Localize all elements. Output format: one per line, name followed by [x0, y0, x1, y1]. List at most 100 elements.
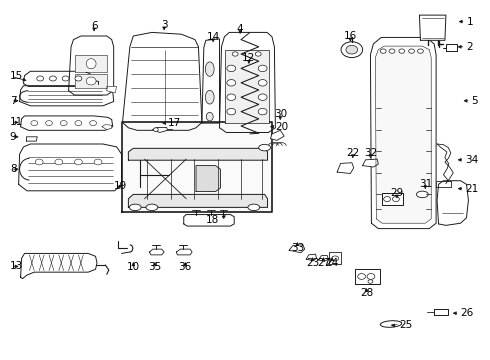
Polygon shape: [202, 39, 220, 123]
Text: 19: 19: [114, 181, 127, 192]
Text: 13: 13: [10, 261, 23, 271]
Circle shape: [346, 45, 358, 54]
Polygon shape: [20, 86, 114, 106]
Circle shape: [62, 76, 69, 81]
Text: 34: 34: [466, 155, 479, 165]
Text: 7: 7: [10, 96, 17, 106]
Ellipse shape: [205, 90, 214, 104]
Text: 24: 24: [325, 258, 339, 268]
Text: 31: 31: [418, 179, 432, 189]
Ellipse shape: [129, 204, 141, 211]
Circle shape: [90, 121, 97, 126]
Circle shape: [60, 121, 67, 126]
Polygon shape: [176, 249, 192, 255]
Polygon shape: [382, 193, 403, 205]
Text: 8: 8: [10, 164, 17, 174]
Circle shape: [75, 76, 82, 81]
Circle shape: [255, 52, 261, 56]
Ellipse shape: [380, 321, 402, 327]
Text: 22: 22: [346, 148, 360, 158]
Circle shape: [367, 274, 375, 279]
Polygon shape: [26, 137, 37, 141]
Text: 6: 6: [91, 21, 98, 31]
Polygon shape: [153, 127, 168, 132]
Text: 1: 1: [466, 17, 473, 27]
Polygon shape: [102, 125, 112, 130]
Text: 9: 9: [10, 132, 17, 142]
Circle shape: [332, 256, 339, 261]
Text: 16: 16: [343, 31, 357, 41]
Ellipse shape: [416, 191, 428, 198]
Polygon shape: [434, 309, 448, 315]
Text: 26: 26: [461, 308, 474, 318]
Circle shape: [384, 197, 391, 202]
Text: 29: 29: [390, 188, 404, 198]
Text: 28: 28: [360, 288, 373, 298]
Text: 32: 32: [364, 148, 377, 158]
Circle shape: [153, 128, 158, 131]
Text: 2: 2: [466, 42, 473, 52]
Text: 18: 18: [206, 215, 220, 225]
Circle shape: [409, 49, 415, 53]
Circle shape: [46, 121, 52, 126]
Polygon shape: [446, 44, 457, 51]
Circle shape: [31, 121, 38, 126]
Circle shape: [37, 76, 44, 81]
Circle shape: [232, 52, 238, 56]
Ellipse shape: [259, 144, 270, 151]
Polygon shape: [75, 55, 107, 72]
Polygon shape: [21, 116, 113, 130]
Polygon shape: [220, 32, 275, 132]
Circle shape: [258, 94, 267, 100]
Ellipse shape: [86, 77, 96, 85]
Text: 3: 3: [161, 20, 168, 30]
Text: 10: 10: [127, 262, 140, 272]
Polygon shape: [355, 269, 380, 284]
Polygon shape: [370, 37, 436, 229]
Circle shape: [74, 159, 82, 165]
Polygon shape: [375, 46, 431, 223]
Polygon shape: [149, 249, 164, 255]
Circle shape: [358, 274, 366, 279]
Polygon shape: [75, 74, 107, 88]
Circle shape: [94, 159, 102, 165]
Ellipse shape: [205, 62, 214, 76]
Circle shape: [258, 80, 267, 86]
Text: 11: 11: [10, 117, 23, 127]
Circle shape: [380, 49, 386, 53]
Polygon shape: [128, 148, 268, 160]
Circle shape: [227, 65, 236, 72]
Text: 23: 23: [306, 258, 319, 268]
Circle shape: [227, 80, 236, 86]
Polygon shape: [437, 181, 468, 225]
Text: 27: 27: [317, 258, 330, 268]
Polygon shape: [196, 166, 220, 192]
Circle shape: [227, 108, 236, 115]
Polygon shape: [184, 215, 234, 226]
Text: 33: 33: [291, 243, 304, 253]
Circle shape: [399, 49, 405, 53]
Text: 15: 15: [10, 71, 23, 81]
Text: 17: 17: [168, 118, 181, 128]
Polygon shape: [270, 130, 284, 140]
Circle shape: [417, 49, 423, 53]
Circle shape: [392, 197, 399, 202]
Text: 12: 12: [242, 53, 256, 63]
Circle shape: [75, 121, 82, 126]
Circle shape: [389, 49, 395, 53]
Polygon shape: [122, 122, 272, 212]
Polygon shape: [24, 71, 92, 86]
Text: 36: 36: [178, 262, 192, 272]
Polygon shape: [419, 15, 446, 40]
Polygon shape: [69, 36, 114, 95]
Polygon shape: [128, 194, 268, 207]
Polygon shape: [289, 245, 305, 253]
Circle shape: [55, 159, 63, 165]
Polygon shape: [363, 159, 378, 167]
Polygon shape: [436, 181, 451, 187]
Polygon shape: [107, 86, 117, 93]
Circle shape: [341, 42, 363, 58]
Polygon shape: [19, 144, 122, 191]
Polygon shape: [329, 252, 341, 264]
Circle shape: [49, 76, 56, 81]
